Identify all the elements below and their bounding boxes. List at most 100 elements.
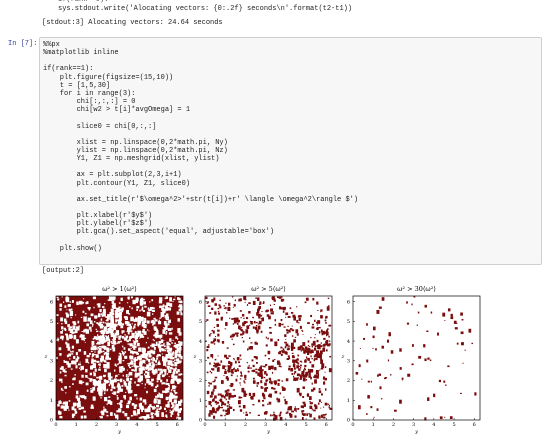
speck [130,296,133,299]
speck [313,376,315,378]
speck [241,387,245,393]
speck [233,317,237,322]
speck [284,341,287,344]
speck [242,404,246,409]
code-cell[interactable]: %%px %matplotlib inline if(rank==1): plt.f… [39,37,542,265]
speck [108,384,111,387]
speck [296,358,299,361]
speck [373,416,375,418]
speck [103,383,107,386]
speck [147,407,151,413]
speck [121,310,124,313]
speck [82,301,85,304]
speck [263,397,266,400]
speck [176,343,180,347]
speck [118,408,122,413]
speck [103,328,107,332]
speck [135,372,137,375]
speck [310,336,312,339]
speck [131,365,133,367]
speck [212,330,215,334]
speck [245,393,248,396]
speck [301,417,304,420]
speck [148,381,152,385]
speck [178,343,182,346]
speck [273,414,276,417]
speck [294,359,297,363]
speck [358,364,361,368]
speck [178,350,181,354]
speck [159,305,163,309]
speck [82,381,85,383]
speck [124,382,127,387]
speck [119,368,123,373]
speck [255,321,258,324]
code-line: for i in range(3): [43,89,136,98]
speck [96,360,100,363]
speck [209,370,212,373]
speck [307,322,310,325]
speck [94,353,97,356]
speck [243,320,246,325]
speck [139,416,143,419]
speck [294,367,296,369]
speck [168,397,172,402]
speck [105,411,109,413]
speck [71,332,73,335]
speck [143,416,148,421]
code-line: chi[:,:,:] = 0 [43,98,136,107]
speck [163,327,167,331]
speck [134,367,137,370]
speck [258,304,261,305]
speck [165,333,168,335]
speck [289,307,292,310]
speck [317,373,320,377]
speck [314,404,317,407]
speck [82,298,85,300]
x-tick-label: 1 [372,422,375,428]
speck [130,347,133,349]
speck [93,336,97,340]
speck [277,338,280,342]
speck [132,352,134,355]
speck [271,296,275,301]
speck [468,328,472,333]
speck [157,343,161,347]
speck [170,363,174,367]
speck [115,365,118,367]
speck [61,323,63,325]
speck [83,339,85,342]
speck [160,316,162,319]
speck [216,340,218,342]
speck [150,358,153,361]
speck [229,317,231,320]
speck [141,335,145,338]
speck [372,347,374,349]
speck [174,350,178,353]
speck [218,399,221,401]
speck [177,417,182,421]
speck [118,302,121,304]
speck [218,312,221,315]
speck [91,378,93,381]
speck [151,343,155,348]
speck [91,323,94,326]
speck [124,355,128,359]
speck [261,369,264,372]
speck [111,392,114,395]
speck [104,303,106,305]
speck [232,408,235,412]
speck [93,321,96,323]
speck [370,380,372,383]
speck [153,317,156,320]
speck [164,372,167,375]
y-tick-label: 2 [347,378,350,384]
speck [296,365,299,369]
speck [296,306,298,308]
speck [424,304,427,308]
speck [302,375,306,378]
speck [288,357,291,360]
speck [285,338,287,340]
speck [109,327,112,330]
speck [151,369,155,374]
